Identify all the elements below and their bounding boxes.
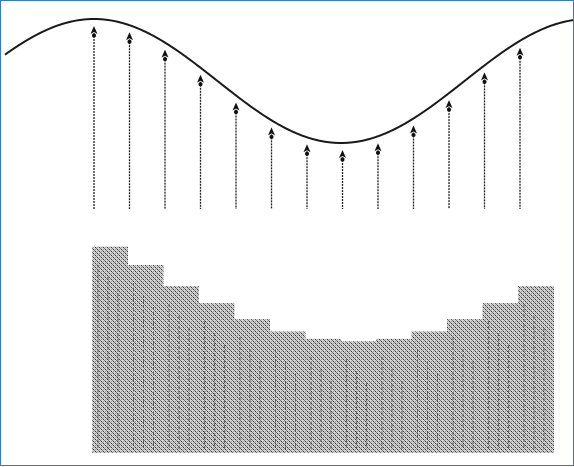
sample-marker	[516, 47, 524, 56]
sample-marker-dot	[269, 134, 274, 139]
sample-marker-dot	[92, 33, 96, 38]
sampling-panel	[4, 18, 574, 209]
sample-marker-dot	[198, 82, 203, 87]
sample-marker-dot	[127, 39, 132, 44]
reconstruction-bar	[482, 303, 519, 453]
reconstruction-bar	[92, 246, 128, 453]
sample-marker-dot	[482, 79, 487, 84]
sample-marker-dot	[305, 151, 309, 156]
sample-marker-dot	[518, 55, 522, 60]
reconstruction-bar	[269, 331, 306, 453]
reconstruction-bar	[518, 285, 554, 453]
sample-marker	[445, 100, 453, 109]
reconstruction-bar	[198, 303, 235, 453]
sample-marker	[374, 143, 382, 152]
reconstruction-bar	[163, 285, 199, 453]
reconstruction-bar	[127, 265, 164, 453]
sample-marker	[126, 32, 133, 41]
sample-marker-dot	[340, 157, 345, 162]
sample-marker-dot	[163, 57, 167, 62]
sample-marker	[481, 72, 488, 81]
reconstruction-bar	[305, 338, 341, 453]
reconstruction-panel	[92, 246, 554, 453]
reconstruction-bar	[234, 319, 270, 453]
reconstruction-bar	[447, 319, 483, 453]
sample-marker-dot	[234, 109, 238, 114]
sample-marker	[90, 26, 98, 34]
reconstruction-bar	[411, 331, 448, 453]
sample-marker	[161, 49, 169, 58]
sample-marker	[197, 74, 204, 83]
signal-curve	[4, 18, 574, 145]
sample-marker-dot	[411, 132, 416, 137]
sample-marker-dot	[447, 107, 451, 112]
sample-marker	[232, 102, 240, 111]
sample-marker	[339, 149, 346, 158]
reconstruction-bar	[376, 338, 412, 453]
sample-marker	[303, 144, 311, 153]
sample-marker-dot	[376, 150, 380, 155]
reconstruction-bar	[340, 341, 377, 453]
sample-marker	[410, 125, 417, 134]
sample-marker	[268, 127, 275, 136]
